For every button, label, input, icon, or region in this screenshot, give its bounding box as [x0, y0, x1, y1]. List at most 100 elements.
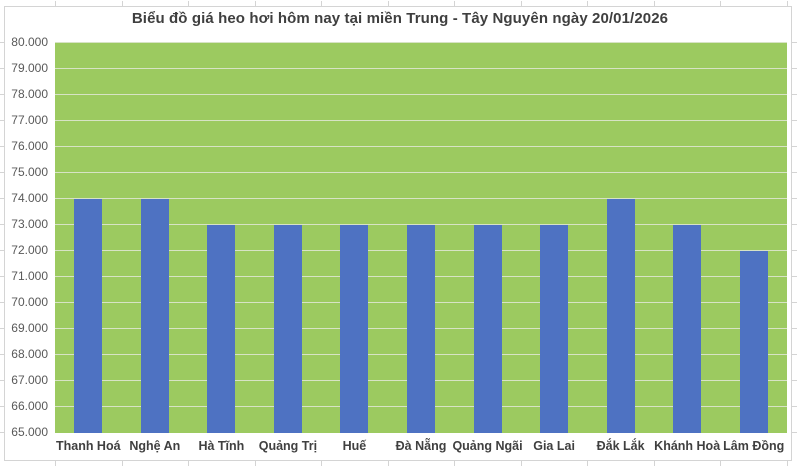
y-axis-tick-left — [0, 198, 5, 199]
chart-title: Biểu đồ giá heo hơi hôm nay tại miền Tru… — [131, 10, 669, 27]
x-axis-tick-top — [787, 1, 788, 6]
x-axis-tick-bottom — [787, 461, 788, 466]
x-axis-tick-top — [321, 1, 323, 6]
y-axis-label: 68.000 — [11, 347, 48, 361]
y-axis-label: 65.000 — [11, 425, 48, 439]
y-axis-label: 72.000 — [11, 243, 48, 257]
bar — [273, 225, 302, 433]
y-axis-label: 75.000 — [11, 165, 48, 179]
y-axis-tick-left — [0, 42, 5, 43]
bar — [739, 251, 768, 433]
y-axis-label: 74.000 — [11, 191, 48, 205]
y-axis-tick-right — [792, 354, 797, 355]
y-axis-tick-left — [0, 380, 5, 381]
y-axis-label: 69.000 — [11, 321, 48, 335]
y-axis-tick-right — [792, 198, 797, 199]
y-axis-tick-right — [792, 146, 797, 147]
bar — [606, 199, 635, 433]
gridline — [55, 42, 787, 43]
x-axis-label: Quảng Trị — [258, 439, 318, 453]
y-axis-tick-right — [792, 172, 797, 173]
x-axis-label: Đắk Lắk — [596, 439, 645, 453]
plot-area — [55, 42, 787, 433]
x-axis-tick-bottom — [387, 461, 389, 466]
y-axis-tick-right — [792, 380, 797, 381]
y-axis-tick-left — [0, 354, 5, 355]
x-axis-label: Thanh Hoá — [55, 439, 121, 453]
y-axis-tick-left — [0, 224, 5, 225]
x-axis-tick-top — [188, 1, 190, 6]
y-axis-tick-right — [792, 250, 797, 251]
y-axis-label: 80.000 — [11, 35, 48, 49]
x-axis-tick-top — [653, 1, 655, 6]
y-axis-tick-right — [792, 224, 797, 225]
gridline — [55, 146, 787, 147]
x-axis-tick-bottom — [653, 461, 655, 466]
y-axis-label: 70.000 — [11, 295, 48, 309]
y-axis-label: 79.000 — [11, 61, 48, 75]
gridline — [55, 198, 787, 199]
gridline — [55, 68, 787, 69]
x-axis-label: Đà Nẵng — [395, 439, 447, 453]
x-axis-label: Nghệ An — [129, 439, 181, 453]
x-axis-tick-bottom — [321, 461, 323, 466]
x-axis-tick-top — [454, 1, 456, 6]
bar — [340, 225, 369, 433]
y-axis-tick-left — [0, 250, 5, 251]
y-axis-tick-right — [792, 432, 797, 433]
y-axis-label: 77.000 — [11, 113, 48, 127]
y-axis-tick-left — [0, 94, 5, 95]
bar — [207, 225, 236, 433]
x-axis-tick-bottom — [55, 461, 56, 466]
y-axis-label: 67.000 — [11, 373, 48, 387]
x-axis-tick-top — [720, 1, 722, 6]
bar — [473, 225, 502, 433]
bar — [407, 225, 435, 433]
x-axis-label: Gia Lai — [533, 439, 575, 453]
bar — [140, 199, 169, 433]
y-axis-tick-left — [0, 172, 5, 173]
x-axis-tick-bottom — [121, 461, 123, 466]
x-axis-label: Khánh Hoà — [654, 439, 721, 453]
y-axis-tick-left — [0, 432, 5, 433]
x-axis-label: Hà Tĩnh — [198, 439, 245, 453]
x-axis-tick-bottom — [587, 461, 589, 466]
bar — [673, 225, 702, 433]
x-axis-tick-top — [520, 1, 522, 6]
y-axis-tick-right — [792, 276, 797, 277]
y-axis-tick-left — [0, 406, 5, 407]
y-axis-tick-right — [792, 94, 797, 95]
y-axis-tick-left — [0, 120, 5, 121]
y-axis-label: 76.000 — [11, 139, 48, 153]
y-axis-label: 66.000 — [11, 399, 48, 413]
y-axis-label: 71.000 — [11, 269, 48, 283]
x-axis-tick-bottom — [520, 461, 522, 466]
gridline — [55, 172, 787, 173]
y-axis-tick-left — [0, 146, 5, 147]
x-axis-tick-top — [121, 1, 123, 6]
x-axis-tick-top — [587, 1, 589, 6]
y-axis-label: 73.000 — [11, 217, 48, 231]
y-axis-tick-right — [792, 302, 797, 303]
y-axis-tick-left — [0, 302, 5, 303]
y-axis-tick-left — [0, 276, 5, 277]
x-axis-tick-bottom — [454, 461, 456, 466]
gridline — [55, 120, 787, 121]
x-axis-tick-top — [387, 1, 389, 6]
x-axis-tick-top — [254, 1, 256, 6]
y-axis-tick-right — [792, 42, 797, 43]
bar — [74, 199, 103, 433]
bar — [540, 225, 569, 433]
x-axis-label: Lâm Đồng — [723, 439, 785, 453]
gridline — [55, 224, 787, 225]
y-axis-tick-right — [792, 68, 797, 69]
x-axis-label: Quảng Ngãi — [452, 439, 523, 453]
y-axis-tick-right — [792, 120, 797, 121]
gridline — [55, 94, 787, 95]
y-axis-tick-left — [0, 328, 5, 329]
y-axis-tick-right — [792, 406, 797, 407]
y-axis-tick-left — [0, 68, 5, 69]
x-axis-tick-bottom — [188, 461, 190, 466]
x-axis-tick-bottom — [720, 461, 722, 466]
